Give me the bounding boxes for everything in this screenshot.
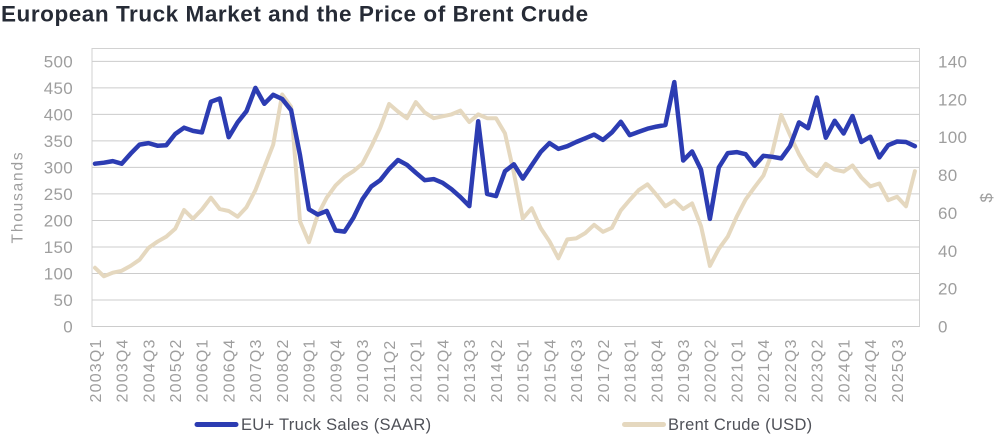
svg-text:2003Q4: 2003Q4: [115, 338, 132, 402]
svg-text:150: 150: [44, 238, 73, 257]
svg-text:2006Q1: 2006Q1: [195, 338, 212, 402]
svg-text:2009Q4: 2009Q4: [328, 338, 345, 402]
svg-text:2018Q4: 2018Q4: [649, 338, 666, 402]
svg-text:40: 40: [938, 242, 958, 261]
svg-text:2003Q1: 2003Q1: [88, 338, 105, 402]
svg-text:2012Q1: 2012Q1: [409, 338, 426, 402]
svg-text:2016Q3: 2016Q3: [569, 338, 586, 402]
svg-text:Thousands: Thousands: [10, 151, 27, 244]
svg-text:EU+ Truck Sales (SAAR): EU+ Truck Sales (SAAR): [241, 416, 431, 434]
svg-text:2009Q1: 2009Q1: [302, 338, 319, 402]
svg-text:400: 400: [44, 105, 73, 124]
svg-text:2025Q3: 2025Q3: [890, 338, 907, 402]
svg-text:2021Q4: 2021Q4: [756, 338, 773, 402]
svg-text:2006Q4: 2006Q4: [222, 338, 239, 402]
svg-text:2017Q2: 2017Q2: [596, 338, 613, 402]
svg-text:80: 80: [938, 166, 958, 185]
svg-text:140: 140: [938, 52, 967, 71]
svg-text:2022Q3: 2022Q3: [783, 338, 800, 402]
svg-text:2010Q3: 2010Q3: [355, 338, 372, 402]
svg-text:20: 20: [938, 280, 958, 299]
svg-text:2014Q2: 2014Q2: [489, 338, 506, 402]
svg-text:2005Q2: 2005Q2: [168, 338, 185, 402]
svg-text:300: 300: [44, 158, 73, 177]
svg-text:2024Q1: 2024Q1: [836, 338, 853, 402]
svg-text:2004Q3: 2004Q3: [141, 338, 158, 402]
svg-text:450: 450: [44, 79, 73, 98]
svg-text:2012Q4: 2012Q4: [435, 338, 452, 402]
svg-text:2018Q1: 2018Q1: [623, 338, 640, 402]
svg-text:200: 200: [44, 212, 73, 231]
svg-text:$: $: [977, 193, 996, 203]
svg-text:50: 50: [53, 291, 73, 310]
svg-text:500: 500: [44, 52, 73, 71]
svg-text:350: 350: [44, 132, 73, 151]
svg-text:2020Q2: 2020Q2: [703, 338, 720, 402]
svg-text:2011Q2: 2011Q2: [382, 340, 399, 403]
svg-text:0: 0: [938, 318, 948, 337]
svg-text:2019Q3: 2019Q3: [676, 338, 693, 402]
svg-text:250: 250: [44, 185, 73, 204]
svg-text:60: 60: [938, 204, 958, 223]
svg-text:2023Q2: 2023Q2: [810, 338, 827, 402]
svg-text:100: 100: [938, 128, 967, 147]
svg-text:2013Q3: 2013Q3: [462, 338, 479, 402]
svg-text:European Truck Market and the: European Truck Market and the Price of B…: [1, 2, 589, 27]
svg-text:0: 0: [63, 318, 73, 337]
svg-text:120: 120: [938, 90, 967, 109]
svg-text:2021Q1: 2021Q1: [730, 338, 747, 402]
svg-text:2008Q2: 2008Q2: [275, 338, 292, 402]
svg-text:2015Q1: 2015Q1: [516, 338, 533, 402]
svg-text:2015Q4: 2015Q4: [542, 338, 559, 402]
svg-text:100: 100: [44, 265, 73, 284]
svg-text:Brent Crude (USD): Brent Crude (USD): [668, 416, 812, 434]
svg-text:2007Q3: 2007Q3: [248, 338, 265, 402]
svg-text:2024Q4: 2024Q4: [863, 338, 880, 402]
